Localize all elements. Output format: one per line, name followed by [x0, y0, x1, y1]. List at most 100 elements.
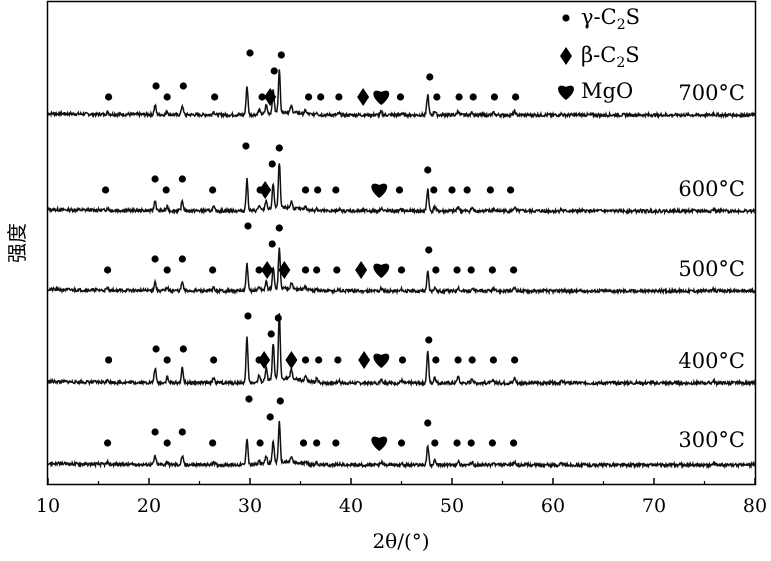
gamma-c2s-marker [163, 266, 171, 274]
legend-label: γ-C2S [581, 5, 640, 33]
gamma-c2s-marker [453, 266, 461, 274]
gamma-c2s-marker [432, 266, 440, 274]
gamma-c2s-marker [163, 439, 171, 447]
gamma-c2s-marker [209, 439, 217, 447]
gamma-c2s-marker [488, 439, 496, 447]
gamma-c2s-marker [511, 356, 519, 364]
gamma-c2s-marker [489, 356, 498, 364]
gamma-c2s-marker [463, 186, 471, 194]
gamma-c2s-marker [426, 73, 434, 81]
x-tick-label: 20 [137, 495, 161, 517]
gamma-c2s-marker [335, 93, 343, 101]
gamma-c2s-marker [244, 312, 252, 320]
beta-c2s-marker [560, 47, 572, 65]
gamma-c2s-marker [179, 82, 187, 90]
temperature-label: 500°C [678, 257, 745, 281]
gamma-c2s-marker [299, 439, 308, 447]
beta-c2s-marker [278, 261, 291, 279]
gamma-c2s-marker [433, 93, 441, 101]
temperature-label: 600°C [678, 177, 745, 201]
x-axis: 10 20 30 40 50 60 70 80 [36, 478, 767, 517]
gamma-c2s-marker [304, 93, 313, 101]
gamma-c2s-marker [246, 49, 254, 57]
gamma-c2s-marker [162, 186, 170, 194]
gamma-c2s-marker [242, 142, 250, 150]
trace-line [47, 313, 756, 388]
gamma-c2s-marker [448, 186, 456, 194]
gamma-c2s-marker [512, 93, 520, 101]
legend-label-main: γ-C [581, 5, 617, 29]
gamma-c2s-marker [332, 439, 340, 447]
x-axis-title: 2θ/(°) [372, 529, 429, 553]
gamma-c2s-marker [332, 186, 340, 194]
mgo-marker [373, 353, 390, 368]
gamma-c2s-marker [454, 356, 462, 364]
beta-c2s-marker [285, 351, 298, 369]
gamma-c2s-marker [333, 266, 341, 274]
gamma-c2s-marker [258, 93, 266, 101]
gamma-c2s-marker [270, 67, 278, 75]
temperature-label: 400°C [678, 349, 745, 373]
gamma-c2s-marker [313, 266, 321, 274]
y-axis-title: 强度 [5, 223, 29, 263]
gamma-c2s-marker [178, 175, 186, 183]
gamma-c2s-marker [152, 82, 160, 90]
gamma-c2s-marker [510, 266, 518, 274]
gamma-c2s-marker [267, 330, 275, 338]
gamma-c2s-marker [301, 186, 310, 194]
gamma-c2s-marker [425, 246, 433, 254]
gamma-c2s-marker [467, 439, 475, 447]
gamma-c2s-marker [274, 314, 282, 322]
gamma-c2s-marker [101, 186, 110, 194]
gamma-c2s-marker [469, 93, 477, 101]
gamma-c2s-marker [103, 266, 112, 274]
mgo-marker [373, 263, 390, 278]
gamma-c2s-marker [266, 413, 274, 421]
gamma-c2s-marker [467, 266, 475, 274]
legend-label-tail: S [625, 43, 639, 67]
gamma-c2s-marker [179, 345, 187, 353]
beta-c2s-marker [258, 351, 271, 369]
gamma-c2s-marker [562, 14, 570, 22]
legend-label-main: MgO [581, 79, 633, 103]
trace-line [47, 247, 756, 296]
gamma-c2s-marker [395, 186, 404, 194]
mgo-marker [371, 183, 388, 198]
gamma-c2s-marker [334, 356, 342, 364]
temperature-label: 700°C [678, 81, 745, 105]
beta-c2s-marker [357, 88, 370, 106]
gamma-c2s-marker [315, 356, 323, 364]
temperature-labels-group: 700°C 600°C 500°C 400°C 300°C [678, 81, 745, 452]
gamma-c2s-marker [397, 439, 406, 447]
gamma-c2s-marker [432, 356, 440, 364]
mgo-marker [558, 85, 574, 100]
gamma-c2s-marker [398, 356, 407, 364]
gamma-c2s-marker [396, 93, 405, 101]
gamma-c2s-marker [178, 255, 186, 263]
gamma-c2s-marker [255, 266, 263, 274]
x-tick-label: 60 [541, 495, 565, 517]
gamma-c2s-marker [453, 439, 461, 447]
trace-line [47, 420, 756, 470]
legend-label-tail: S [626, 5, 640, 29]
gamma-c2s-marker [245, 395, 253, 403]
gamma-c2s-marker [488, 266, 496, 274]
gamma-c2s-marker [317, 93, 325, 101]
legend-label: β-C2S [581, 43, 640, 71]
beta-c2s-marker [355, 261, 368, 279]
gamma-c2s-marker [152, 345, 160, 353]
plot-frame [46, 0, 757, 486]
gamma-c2s-marker [275, 224, 283, 232]
legend-label: MgO [581, 79, 633, 103]
gamma-c2s-marker [105, 93, 113, 101]
x-tick-label: 30 [238, 495, 262, 517]
gamma-c2s-marker [151, 428, 159, 436]
gamma-c2s-marker [275, 144, 283, 152]
gamma-c2s-marker [210, 356, 218, 364]
gamma-c2s-marker [268, 160, 276, 168]
x-tick-label: 80 [743, 495, 767, 517]
gamma-c2s-marker [151, 255, 159, 263]
gamma-c2s-marker [277, 51, 285, 59]
x-tick-label: 40 [339, 495, 363, 517]
